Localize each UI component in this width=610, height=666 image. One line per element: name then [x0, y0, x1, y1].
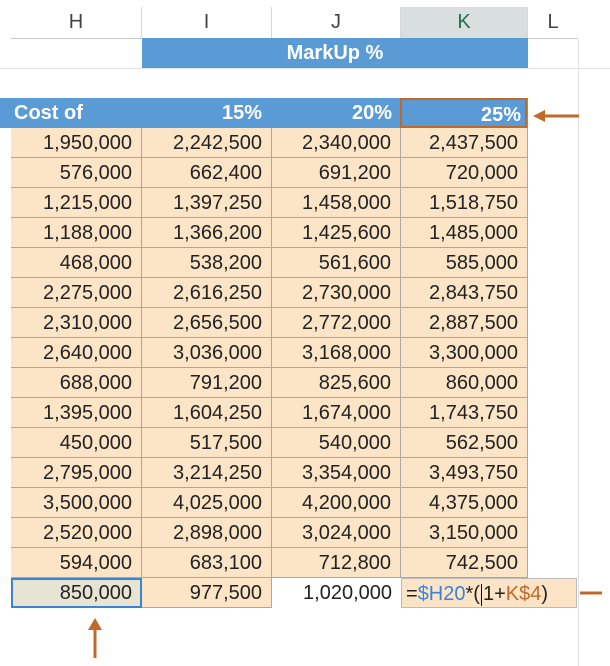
cell-h9[interactable]: 468,000	[11, 248, 142, 278]
cell-j9[interactable]: 561,600	[272, 248, 401, 278]
formula-ref-h20: $H20	[417, 583, 466, 605]
cell-k9[interactable]: 585,000	[401, 248, 528, 278]
cell-j20[interactable]: 1,020,000	[272, 578, 401, 608]
cell-k14[interactable]: 1,743,750	[401, 398, 528, 428]
cell-h6[interactable]: 576,000	[11, 158, 142, 188]
column-header-j[interactable]: J	[272, 7, 401, 39]
column-header-k[interactable]: K	[401, 7, 528, 40]
cell-i14[interactable]: 1,604,250	[142, 398, 272, 428]
cell-h11[interactable]: 2,310,000	[11, 308, 142, 338]
header-15-percent[interactable]: 15%	[221, 102, 262, 124]
cell-j8[interactable]: 1,425,600	[272, 218, 401, 248]
cell-j5[interactable]: 2,340,000	[272, 128, 401, 158]
cell-h15[interactable]: 450,000	[11, 428, 142, 458]
cell-i10[interactable]: 2,616,250	[142, 278, 272, 308]
cell-k13[interactable]: 860,000	[401, 368, 528, 398]
formula-close-paren: )	[541, 583, 549, 605]
cell-k17[interactable]: 4,375,000	[401, 488, 528, 518]
formula-edit-cell-k20[interactable]: =$H20*(1+K$4)	[401, 578, 577, 608]
cell-j13[interactable]: 825,600	[272, 368, 401, 398]
cell-h20-selected[interactable]: 850,000	[11, 578, 142, 608]
cell-h18[interactable]: 2,520,000	[11, 518, 142, 548]
cell-i9[interactable]: 538,200	[142, 248, 272, 278]
header-cost-of-sales[interactable]: Cost of Sales	[14, 102, 83, 154]
cell-k5[interactable]: 2,437,500	[401, 128, 528, 158]
cell-h7[interactable]: 1,215,000	[11, 188, 142, 218]
formula-equals: =	[406, 583, 418, 605]
cell-j6[interactable]: 691,200	[272, 158, 401, 188]
cell-i16[interactable]: 3,214,250	[142, 458, 272, 488]
cell-k6[interactable]: 720,000	[401, 158, 528, 188]
cell-h17[interactable]: 3,500,000	[11, 488, 142, 518]
cell-h14[interactable]: 1,395,000	[11, 398, 142, 428]
cell-k16[interactable]: 3,493,750	[401, 458, 528, 488]
gridline	[578, 39, 579, 666]
dash-marker-icon	[580, 591, 602, 595]
cell-i19[interactable]: 683,100	[142, 548, 272, 578]
cell-k11[interactable]: 2,887,500	[401, 308, 528, 338]
cell-i7[interactable]: 1,397,250	[142, 188, 272, 218]
cell-j15[interactable]: 540,000	[272, 428, 401, 458]
header-row	[0, 98, 528, 128]
cell-h5[interactable]: 1,950,000	[11, 128, 142, 158]
gridline	[0, 68, 610, 69]
cell-k19[interactable]: 742,500	[401, 548, 528, 578]
cell-i18[interactable]: 2,898,000	[142, 518, 272, 548]
formula-operator: *(	[465, 583, 480, 605]
cell-k12[interactable]: 3,300,000	[401, 338, 528, 368]
cell-j14[interactable]: 1,674,000	[272, 398, 401, 428]
cell-i17[interactable]: 4,025,000	[142, 488, 272, 518]
cell-i12[interactable]: 3,036,000	[142, 338, 272, 368]
formula-ref-k4: K$4	[505, 583, 542, 605]
cell-k15[interactable]: 562,500	[401, 428, 528, 458]
arrow-left-icon	[533, 110, 579, 122]
cell-j16[interactable]: 3,354,000	[272, 458, 401, 488]
arrow-up-icon	[88, 618, 102, 658]
cell-k7[interactable]: 1,518,750	[401, 188, 528, 218]
text-cursor-icon	[480, 583, 482, 606]
markup-banner[interactable]: MarkUp %	[142, 38, 528, 68]
cell-i6[interactable]: 662,400	[142, 158, 272, 188]
cell-j17[interactable]: 4,200,000	[272, 488, 401, 518]
cell-h12[interactable]: 2,640,000	[11, 338, 142, 368]
cell-k18[interactable]: 3,150,000	[401, 518, 528, 548]
cell-j10[interactable]: 2,730,000	[272, 278, 401, 308]
cell-h13[interactable]: 688,000	[11, 368, 142, 398]
cell-j11[interactable]: 2,772,000	[272, 308, 401, 338]
cell-i13[interactable]: 791,200	[142, 368, 272, 398]
cell-h10[interactable]: 2,275,000	[11, 278, 142, 308]
column-header-h[interactable]: H	[11, 7, 142, 39]
cell-j12[interactable]: 3,168,000	[272, 338, 401, 368]
cell-k10[interactable]: 2,843,750	[401, 278, 528, 308]
cell-k8[interactable]: 1,485,000	[401, 218, 528, 248]
cell-h16[interactable]: 2,795,000	[11, 458, 142, 488]
cell-i8[interactable]: 1,366,200	[142, 218, 272, 248]
cell-j7[interactable]: 1,458,000	[272, 188, 401, 218]
cell-i11[interactable]: 2,656,500	[142, 308, 272, 338]
cell-i5[interactable]: 2,242,500	[142, 128, 272, 158]
column-header-l[interactable]: L	[528, 7, 578, 39]
header-25-percent-cell-k4[interactable]: 25%	[400, 98, 527, 128]
cell-h8[interactable]: 1,188,000	[11, 218, 142, 248]
cell-i20[interactable]: 977,500	[142, 578, 272, 608]
cell-j18[interactable]: 3,024,000	[272, 518, 401, 548]
header-20-percent[interactable]: 20%	[351, 102, 392, 124]
column-header-i[interactable]: I	[142, 7, 272, 39]
formula-one: 1+	[482, 583, 506, 605]
cell-h19[interactable]: 594,000	[11, 548, 142, 578]
cell-j19[interactable]: 712,800	[272, 548, 401, 578]
cell-i15[interactable]: 517,500	[142, 428, 272, 458]
